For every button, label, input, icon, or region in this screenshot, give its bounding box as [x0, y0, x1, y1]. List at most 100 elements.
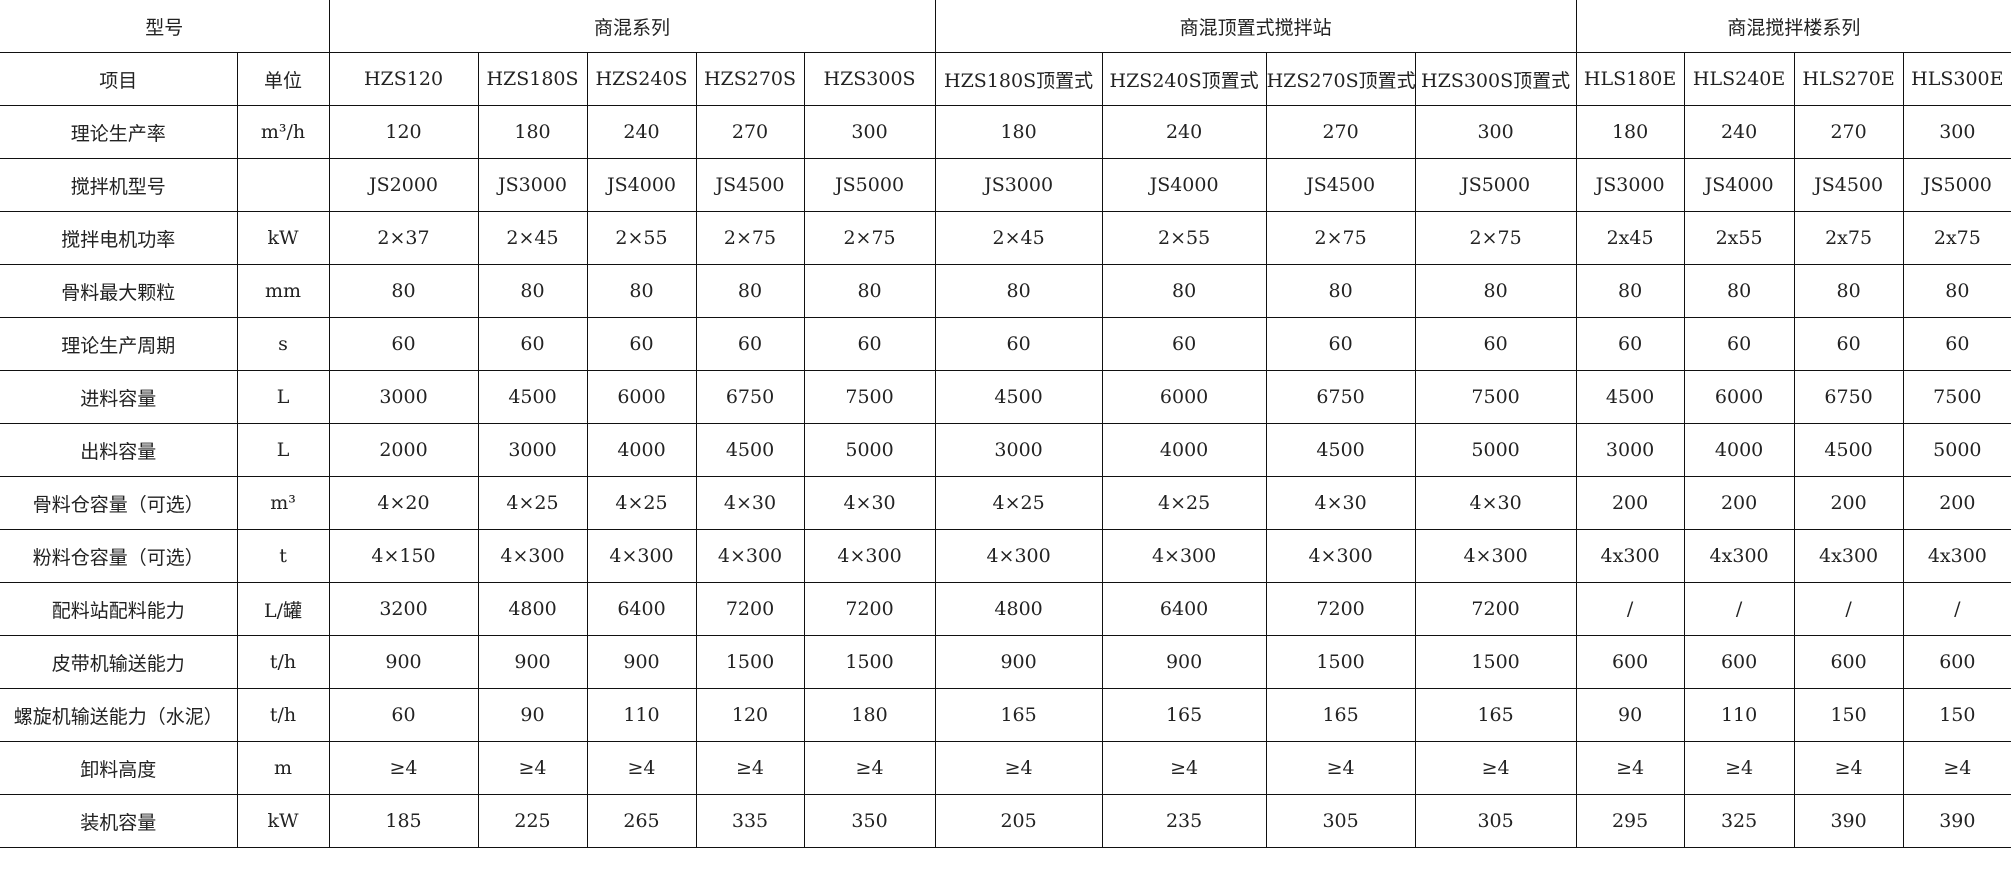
- value-cell: ≥4: [477, 741, 588, 795]
- value-cell: JS3000: [934, 158, 1103, 212]
- item-cell: 粉料仓容量（可选）: [0, 529, 238, 583]
- value-cell: 1500: [1414, 635, 1577, 689]
- item-cell: 搅拌电机功率: [0, 211, 238, 265]
- value-cell: 80: [1265, 264, 1416, 318]
- value-cell: 2×37: [328, 211, 479, 265]
- table-row: 皮带机输送能力 t/h 900 900 900 1500 1500 900 900 1500 150…: [0, 635, 2011, 689]
- value-cell: 180: [1575, 105, 1685, 159]
- value-cell: 165: [1414, 688, 1577, 742]
- value-cell: 4x300: [1902, 529, 2011, 583]
- model-header: HZS240S顶置式: [1101, 52, 1267, 106]
- item-cell: 配料站配料能力: [0, 582, 238, 636]
- value-cell: 4500: [1575, 370, 1685, 424]
- value-cell: 335: [695, 794, 805, 848]
- value-cell: 4000: [586, 423, 697, 477]
- model-header: HZS270S: [695, 52, 805, 106]
- value-cell: 305: [1414, 794, 1577, 848]
- table-row: 骨料仓容量（可选） m³ 4×20 4×25 4×25 4×30 4×30 4×25 4×25 4…: [0, 476, 2011, 530]
- value-cell: ≥4: [803, 741, 936, 795]
- spec-table: 型号 商混系列 商混顶置式搅拌站 商混搅拌楼系列 项目 单位 HZS120 HZS…: [0, 0, 2011, 848]
- value-cell: 80: [1101, 264, 1267, 318]
- value-cell: ≥4: [328, 741, 479, 795]
- unit-cell: kW: [236, 794, 330, 848]
- value-cell: 80: [1793, 264, 1904, 318]
- value-cell: 4000: [1101, 423, 1267, 477]
- value-cell: 6000: [1101, 370, 1267, 424]
- table-row: 搅拌机型号 JS2000 JS3000 JS4000 JS4500 JS5000 JS300…: [0, 158, 2011, 212]
- value-cell: 4x300: [1793, 529, 1904, 583]
- value-cell: ≥4: [1414, 741, 1577, 795]
- value-cell: 4×20: [328, 476, 479, 530]
- value-cell: 600: [1683, 635, 1795, 689]
- value-cell: 900: [934, 635, 1103, 689]
- value-cell: 60: [1414, 317, 1577, 371]
- value-cell: JS3000: [477, 158, 588, 212]
- model-header: HZS270S顶置式: [1265, 52, 1416, 106]
- item-cell: 出料容量: [0, 423, 238, 477]
- table-row: 骨料最大颗粒 mm 80 80 80 80 80 80 80 80 80 80 80 80 80: [0, 264, 2011, 318]
- value-cell: 180: [477, 105, 588, 159]
- value-cell: 2x45: [1575, 211, 1685, 265]
- value-cell: 4×300: [934, 529, 1103, 583]
- value-cell: 2x75: [1793, 211, 1904, 265]
- model-header: HZS240S: [586, 52, 697, 106]
- item-cell: 骨料最大颗粒: [0, 264, 238, 318]
- item-cell: 骨料仓容量（可选）: [0, 476, 238, 530]
- table-row: 理论生产率 m³/h 120 180 240 270 300 180 240 270 300 180 2…: [0, 105, 2011, 159]
- value-cell: 4×300: [803, 529, 936, 583]
- value-cell: 390: [1793, 794, 1904, 848]
- value-cell: 4×300: [1101, 529, 1267, 583]
- group-header: 商混系列: [328, 0, 936, 53]
- table-row: 搅拌电机功率 kW 2×37 2×45 2×55 2×75 2×75 2×45 2×55 2×75…: [0, 211, 2011, 265]
- value-cell: 80: [1575, 264, 1685, 318]
- value-cell: 4500: [934, 370, 1103, 424]
- value-cell: ≥4: [695, 741, 805, 795]
- unit-cell: L: [236, 423, 330, 477]
- value-cell: 200: [1793, 476, 1904, 530]
- value-cell: 7500: [1414, 370, 1577, 424]
- value-cell: 270: [1265, 105, 1416, 159]
- value-cell: 200: [1683, 476, 1795, 530]
- value-cell: 200: [1902, 476, 2011, 530]
- value-cell: 2×75: [1265, 211, 1416, 265]
- value-cell: 2×75: [695, 211, 805, 265]
- value-cell: 120: [695, 688, 805, 742]
- value-cell: 300: [1414, 105, 1577, 159]
- value-cell: 300: [1902, 105, 2011, 159]
- value-cell: 270: [1793, 105, 1904, 159]
- value-cell: 390: [1902, 794, 2011, 848]
- value-cell: 60: [695, 317, 805, 371]
- unit-cell: kW: [236, 211, 330, 265]
- value-cell: 1500: [1265, 635, 1416, 689]
- item-cell: 搅拌机型号: [0, 158, 238, 212]
- value-cell: 60: [1101, 317, 1267, 371]
- value-cell: 265: [586, 794, 697, 848]
- model-header-row: 项目 单位 HZS120 HZS180S HZS240S HZS270S HZS300S…: [0, 52, 2011, 106]
- value-cell: 6750: [1265, 370, 1416, 424]
- value-cell: 60: [1793, 317, 1904, 371]
- value-cell: JS5000: [1902, 158, 2011, 212]
- unit-cell: m³: [236, 476, 330, 530]
- value-cell: 60: [934, 317, 1103, 371]
- value-cell: 80: [586, 264, 697, 318]
- value-cell: 4×30: [695, 476, 805, 530]
- model-header: HZS120: [328, 52, 479, 106]
- value-cell: 60: [803, 317, 936, 371]
- value-cell: ≥4: [586, 741, 697, 795]
- model-header: HLS270E: [1793, 52, 1904, 106]
- value-cell: 235: [1101, 794, 1267, 848]
- value-cell: 2×55: [586, 211, 697, 265]
- model-header: HZS300S: [803, 52, 936, 106]
- value-cell: 2×45: [934, 211, 1103, 265]
- table-row: 粉料仓容量（可选） t 4×150 4×300 4×300 4×300 4×300 4×300…: [0, 529, 2011, 583]
- model-label: 型号: [0, 0, 330, 53]
- value-cell: 80: [477, 264, 588, 318]
- value-cell: 90: [477, 688, 588, 742]
- value-cell: 2×55: [1101, 211, 1267, 265]
- value-cell: 2×75: [803, 211, 936, 265]
- value-cell: 90: [1575, 688, 1685, 742]
- table-row: 出料容量 L 2000 3000 4000 4500 5000 3000 4000 4500 500…: [0, 423, 2011, 477]
- value-cell: JS4000: [1683, 158, 1795, 212]
- value-cell: JS4000: [586, 158, 697, 212]
- item-cell: 螺旋机输送能力（水泥）: [0, 688, 238, 742]
